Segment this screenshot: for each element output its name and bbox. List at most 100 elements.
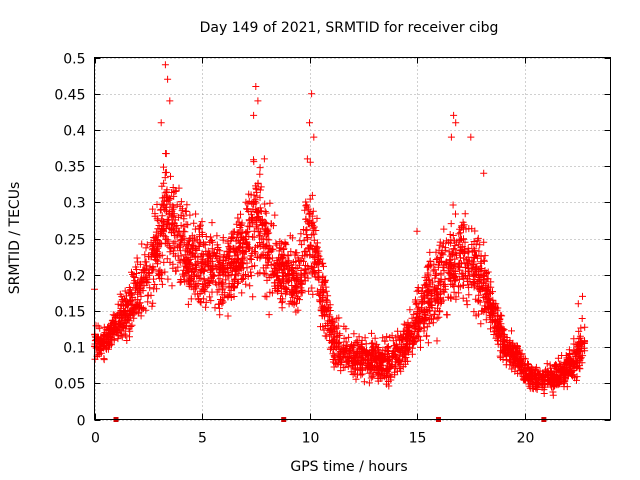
data-point xyxy=(452,249,460,257)
data-point xyxy=(423,323,431,331)
data-point xyxy=(167,224,175,232)
data-point xyxy=(250,158,258,166)
data-point xyxy=(301,252,309,260)
data-point xyxy=(210,272,217,280)
x-tick-label: 10 xyxy=(302,431,320,447)
data-point xyxy=(208,219,216,227)
data-point xyxy=(450,277,458,285)
data-point xyxy=(522,365,530,373)
data-point xyxy=(315,268,323,276)
data-point xyxy=(294,295,301,302)
data-point xyxy=(201,241,209,249)
data-point xyxy=(249,213,256,221)
data-point xyxy=(385,356,392,363)
data-point xyxy=(573,362,581,370)
data-point xyxy=(314,249,322,257)
data-point xyxy=(225,255,233,262)
data-point xyxy=(328,343,335,351)
data-point xyxy=(274,259,282,267)
data-point xyxy=(326,328,334,336)
data-point xyxy=(228,267,236,275)
data-point xyxy=(526,374,534,382)
data-point xyxy=(162,203,170,211)
data-point xyxy=(206,238,214,246)
data-point xyxy=(470,308,478,316)
data-point xyxy=(163,255,171,263)
data-point xyxy=(117,314,125,322)
data-point xyxy=(245,244,252,252)
data-point xyxy=(456,236,464,244)
data-point xyxy=(206,293,214,301)
data-point xyxy=(402,351,410,359)
data-point xyxy=(290,301,298,309)
data-point xyxy=(488,310,496,318)
data-point xyxy=(503,356,511,364)
data-point xyxy=(271,211,279,219)
data-point xyxy=(440,288,448,296)
data-point xyxy=(456,266,464,274)
data-point xyxy=(395,357,402,365)
data-point xyxy=(174,263,182,271)
data-point xyxy=(482,287,490,295)
data-point xyxy=(276,238,284,246)
data-point xyxy=(265,255,273,263)
data-point xyxy=(370,349,378,357)
data-point xyxy=(338,357,346,365)
data-point xyxy=(201,280,209,288)
data-point xyxy=(483,297,491,305)
data-point xyxy=(397,367,405,375)
data-point xyxy=(190,273,198,280)
data-point xyxy=(261,200,269,208)
data-point xyxy=(579,292,586,300)
data-point xyxy=(285,300,293,308)
data-point xyxy=(451,242,459,250)
data-point xyxy=(365,356,373,364)
data-point xyxy=(581,337,588,345)
data-point xyxy=(121,287,129,295)
data-point xyxy=(464,275,472,283)
data-point xyxy=(138,240,146,248)
data-point xyxy=(449,201,457,209)
data-point xyxy=(247,219,255,227)
data-point xyxy=(283,286,291,293)
data-point xyxy=(185,276,193,284)
data-point xyxy=(150,266,158,274)
data-point xyxy=(447,239,455,247)
data-point xyxy=(142,306,150,314)
data-point xyxy=(169,212,177,220)
data-point xyxy=(464,281,472,289)
data-point xyxy=(243,228,251,236)
data-point xyxy=(224,312,232,320)
data-point xyxy=(208,288,216,296)
data-point xyxy=(404,339,412,347)
data-point xyxy=(439,251,447,259)
data-point xyxy=(262,261,270,269)
y-tick-label: 0.1 xyxy=(63,341,85,357)
data-point xyxy=(320,262,327,270)
data-point xyxy=(202,303,210,311)
data-point xyxy=(252,206,260,214)
data-point xyxy=(242,280,250,288)
data-point xyxy=(224,292,232,300)
data-point xyxy=(187,295,195,303)
data-point xyxy=(227,286,235,294)
data-point xyxy=(412,335,420,342)
data-point xyxy=(228,230,236,238)
data-point xyxy=(253,188,261,196)
data-point xyxy=(377,366,385,374)
data-point xyxy=(186,211,194,219)
data-point xyxy=(564,372,572,380)
data-point xyxy=(136,299,144,307)
data-point xyxy=(255,231,263,239)
data-point xyxy=(252,182,260,190)
data-point xyxy=(368,329,375,337)
data-point xyxy=(114,300,122,308)
data-point xyxy=(289,289,297,296)
data-point xyxy=(284,264,292,272)
data-point xyxy=(413,287,421,295)
data-point xyxy=(242,198,250,206)
data-point xyxy=(150,285,158,293)
data-point xyxy=(417,336,424,344)
data-point xyxy=(351,369,359,377)
data-point xyxy=(546,379,554,387)
